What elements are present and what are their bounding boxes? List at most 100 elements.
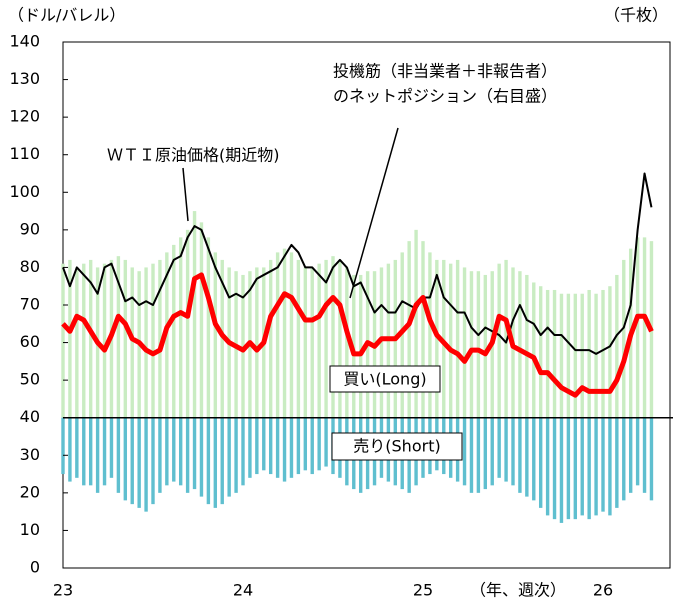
bar	[358, 274, 363, 418]
wti-annotation: ＷＴＩ原油価格(期近物)	[107, 146, 280, 165]
bar	[608, 417, 612, 516]
bar	[504, 417, 508, 482]
bar	[497, 263, 501, 418]
bar	[538, 286, 543, 418]
bar	[109, 417, 114, 478]
bar	[442, 259, 446, 418]
bar	[206, 237, 211, 418]
bar	[199, 417, 204, 497]
bar	[580, 417, 584, 516]
bar	[206, 417, 211, 505]
bar	[213, 252, 218, 418]
bar	[594, 293, 598, 418]
bar	[469, 417, 474, 493]
bar	[331, 256, 335, 418]
short-label: 売り(Short)	[353, 437, 440, 456]
y-tick-label: 90	[20, 219, 40, 238]
bar	[68, 417, 72, 482]
bar	[185, 417, 190, 493]
bar	[158, 259, 162, 418]
bar	[608, 286, 612, 418]
bar	[95, 417, 100, 493]
x-tick-label: 24	[233, 581, 253, 600]
net-annotation: 投機筋（非当業者＋非報告者）	[333, 62, 557, 81]
bar	[262, 417, 266, 471]
bar	[130, 417, 134, 505]
bar	[635, 417, 640, 486]
bar	[497, 417, 501, 478]
bar	[282, 248, 287, 418]
bar	[144, 417, 148, 512]
y-tick-label: 80	[20, 257, 40, 276]
bar	[282, 417, 287, 482]
bar	[75, 417, 79, 478]
bar	[185, 229, 190, 418]
bar	[82, 417, 86, 486]
bar	[248, 417, 252, 478]
bar	[615, 274, 619, 418]
bar	[324, 417, 328, 467]
bar	[462, 417, 467, 486]
bar	[428, 252, 432, 418]
y-tick-label: 110	[9, 144, 40, 163]
label-box	[331, 432, 463, 461]
bar	[615, 417, 619, 508]
bar	[435, 259, 439, 418]
bar	[580, 293, 584, 418]
bar	[532, 282, 536, 418]
y-tick-label: 0	[30, 558, 40, 577]
bar	[102, 417, 107, 486]
y-tick-label: 20	[20, 482, 40, 501]
bar	[255, 267, 259, 418]
bar	[345, 267, 349, 418]
bar	[552, 417, 557, 520]
y-tick-label: 140	[9, 32, 40, 51]
bar	[192, 417, 197, 490]
bar	[178, 237, 183, 418]
bar	[75, 267, 79, 418]
bar	[573, 417, 578, 520]
bar	[220, 259, 224, 418]
bar	[151, 263, 155, 418]
bar	[268, 417, 273, 475]
bar	[649, 417, 654, 501]
bar	[622, 417, 626, 501]
bar	[566, 417, 571, 520]
label-box	[329, 365, 441, 393]
bar	[220, 417, 224, 505]
bar	[158, 417, 162, 493]
bar	[172, 244, 176, 418]
net-annotation: のネットポジション（右目盛）	[333, 87, 557, 106]
bar	[559, 417, 564, 523]
bar	[594, 417, 598, 516]
y-tick-label: 30	[20, 445, 40, 464]
bar	[192, 211, 197, 418]
bar	[88, 259, 93, 418]
bar	[268, 259, 273, 418]
bar	[379, 267, 384, 418]
bar	[642, 417, 647, 493]
y-tick-label: 70	[20, 295, 40, 314]
bar	[310, 267, 314, 418]
bar	[552, 289, 557, 418]
bar	[275, 252, 280, 418]
bar	[255, 417, 259, 475]
x-axis-label: （年、週次）	[470, 581, 566, 600]
bar	[317, 417, 321, 471]
bar	[448, 263, 453, 418]
bar	[400, 252, 404, 418]
bar	[455, 259, 460, 418]
bar	[130, 267, 134, 418]
bar	[116, 417, 121, 493]
bar	[601, 417, 605, 512]
bar	[324, 259, 328, 418]
y-tick-label: 120	[9, 107, 40, 126]
y-axis-label: （ドル/バレル）	[8, 6, 125, 25]
bar	[622, 259, 626, 418]
bar	[123, 259, 128, 418]
bar	[88, 417, 93, 486]
bar	[476, 271, 481, 418]
y-tick-label: 10	[20, 520, 40, 539]
bar	[476, 417, 481, 493]
bar	[241, 417, 245, 486]
